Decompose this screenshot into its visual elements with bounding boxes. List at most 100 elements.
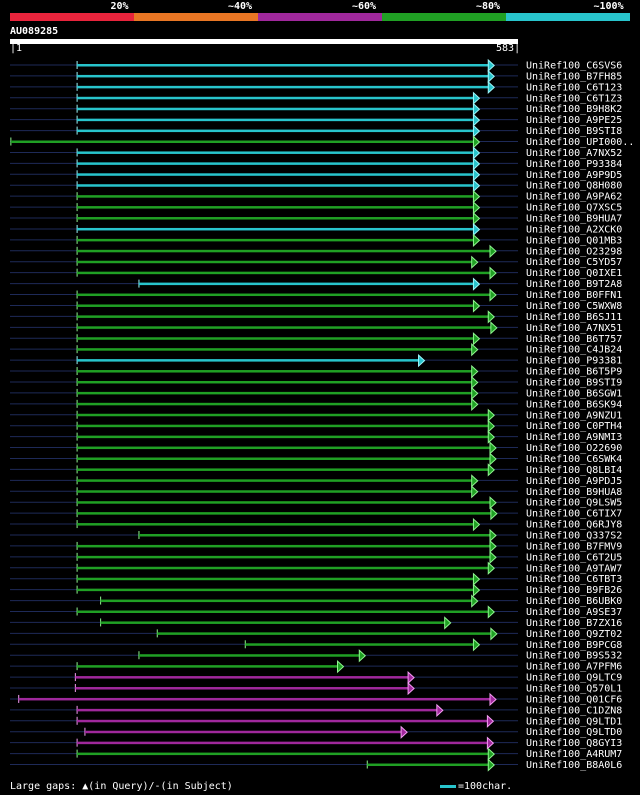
- hit-row[interactable]: UniRef100_C6SWK4: [10, 452, 622, 466]
- hit-label[interactable]: UniRef100_A9PE25: [526, 115, 622, 126]
- hit-bar[interactable]: [77, 708, 438, 712]
- hit-bar[interactable]: [77, 162, 475, 165]
- hit-bar[interactable]: [77, 665, 339, 668]
- hit-bar[interactable]: [77, 184, 475, 187]
- hit-label[interactable]: UniRef100_B9STI8: [526, 126, 622, 137]
- hit-label[interactable]: UniRef100_O23298: [526, 246, 622, 257]
- hit-bar[interactable]: [77, 85, 490, 89]
- hit-row[interactable]: UniRef100_Q8LBI4: [10, 463, 622, 477]
- hit-bar[interactable]: [77, 271, 491, 275]
- hit-label[interactable]: UniRef100_C5WXW8: [526, 301, 622, 312]
- hit-row[interactable]: UniRef100_C6TIX7: [10, 506, 622, 521]
- hit-bar[interactable]: [77, 719, 489, 723]
- hit-label[interactable]: UniRef100_A9P9D5: [526, 170, 622, 181]
- hit-bar[interactable]: [77, 293, 491, 297]
- hit-label[interactable]: UniRef100_B7FMV9: [526, 541, 622, 552]
- hit-bar[interactable]: [77, 249, 491, 253]
- hit-row[interactable]: UniRef100_O23298: [10, 244, 622, 258]
- hit-label[interactable]: UniRef100_Q570L1: [526, 684, 622, 695]
- hit-label[interactable]: UniRef100_Q9LTD1: [526, 716, 622, 727]
- hit-label[interactable]: UniRef100_Q6RJY8: [526, 520, 622, 531]
- hit-bar[interactable]: [77, 468, 490, 471]
- hit-label[interactable]: UniRef100_B7ZX16: [526, 618, 622, 629]
- hit-row[interactable]: UniRef100_P93384: [10, 157, 622, 171]
- hit-label[interactable]: UniRef100_A9PDJ5: [526, 476, 622, 487]
- hit-row[interactable]: UniRef100_C6TBT3: [10, 572, 622, 586]
- hit-bar[interactable]: [77, 64, 490, 67]
- hit-bar[interactable]: [77, 315, 490, 318]
- hit-bar[interactable]: [77, 380, 473, 384]
- hit-bar[interactable]: [77, 118, 475, 122]
- hit-label[interactable]: UniRef100_B9PCG8: [526, 640, 622, 651]
- hit-label[interactable]: UniRef100_A9SE37: [526, 607, 622, 618]
- hit-label[interactable]: UniRef100_P93381: [526, 356, 622, 367]
- hit-row[interactable]: UniRef100_Q0IXE1: [10, 266, 622, 280]
- hit-bar[interactable]: [77, 217, 475, 220]
- hit-label[interactable]: UniRef100_Q7XSC5: [526, 203, 622, 214]
- hit-row[interactable]: UniRef100_A9PDJ5: [10, 474, 622, 488]
- hit-label[interactable]: UniRef100_A2XCK0: [526, 224, 622, 235]
- hit-label[interactable]: UniRef100_C6TBT3: [526, 574, 622, 585]
- hit-label[interactable]: UniRef100_O22690: [526, 443, 622, 454]
- hit-bar[interactable]: [77, 446, 491, 450]
- hit-bar[interactable]: [245, 643, 475, 646]
- hit-label[interactable]: UniRef100_A9NZU1: [526, 410, 622, 421]
- hit-row[interactable]: UniRef100_Q9LTD0: [10, 725, 622, 739]
- hit-bar[interactable]: [77, 206, 475, 209]
- hit-row[interactable]: UniRef100_C6T123: [10, 80, 622, 94]
- hit-label[interactable]: UniRef100_B6SK94: [526, 399, 622, 410]
- hit-row[interactable]: UniRef100_B9S532: [10, 649, 622, 663]
- hit-row[interactable]: UniRef100_C5WXW8: [10, 299, 622, 313]
- hit-row[interactable]: UniRef100_Q9ZT02: [10, 627, 622, 641]
- hit-bar[interactable]: [77, 370, 473, 373]
- hit-label[interactable]: UniRef100_C6TIX7: [526, 509, 622, 520]
- hit-bar[interactable]: [77, 479, 473, 482]
- hit-bar[interactable]: [77, 490, 473, 493]
- hit-row[interactable]: UniRef100_A9TAW7: [10, 561, 622, 575]
- hit-label[interactable]: UniRef100_Q9LTC9: [526, 673, 622, 684]
- hit-row[interactable]: UniRef100_B8A0L6: [10, 758, 622, 772]
- hit-row[interactable]: UniRef100_B9HUA7: [10, 211, 622, 226]
- hit-row[interactable]: UniRef100_O22690: [10, 441, 622, 455]
- hit-label[interactable]: UniRef100_B9H8K2: [526, 104, 622, 115]
- hit-label[interactable]: UniRef100_B9HUA8: [526, 487, 622, 498]
- hit-bar[interactable]: [18, 697, 491, 701]
- hit-row[interactable]: UniRef100_C1DZN8: [10, 703, 622, 718]
- hit-bar[interactable]: [77, 457, 491, 460]
- hit-bar[interactable]: [77, 523, 475, 526]
- hit-row[interactable]: UniRef100_A7NX52: [10, 146, 622, 160]
- hit-row[interactable]: UniRef100_B0FFN1: [10, 288, 622, 302]
- hit-bar[interactable]: [77, 129, 475, 133]
- hit-row[interactable]: UniRef100_B9PCG8: [10, 638, 622, 652]
- hit-bar[interactable]: [77, 512, 492, 515]
- hit-bar[interactable]: [77, 741, 489, 745]
- hit-label[interactable]: UniRef100_B6T5P9: [526, 367, 622, 378]
- hit-row[interactable]: UniRef100_A9P9D5: [10, 168, 622, 182]
- hit-row[interactable]: UniRef100_C4JB24: [10, 343, 622, 357]
- hit-bar[interactable]: [77, 260, 473, 264]
- hit-row[interactable]: UniRef100_B7FMV9: [10, 539, 622, 554]
- hit-label[interactable]: UniRef100_B7FH85: [526, 71, 622, 82]
- hit-label[interactable]: UniRef100_P93384: [526, 159, 622, 170]
- hit-row[interactable]: UniRef100_C6SVS6: [10, 58, 622, 73]
- hit-row[interactable]: UniRef100_UPI000..: [10, 135, 634, 149]
- hit-row[interactable]: UniRef100_Q8H080: [10, 179, 622, 193]
- hit-bar[interactable]: [77, 304, 475, 307]
- hit-row[interactable]: UniRef100_A9NMI3: [10, 430, 622, 444]
- hit-row[interactable]: UniRef100_B9STI8: [10, 124, 622, 138]
- hit-label[interactable]: UniRef100_UPI000..: [526, 137, 634, 148]
- hit-label[interactable]: UniRef100_A7NX52: [526, 148, 622, 159]
- hit-bar[interactable]: [138, 282, 475, 286]
- hit-bar[interactable]: [77, 610, 490, 614]
- hit-label[interactable]: UniRef100_Q9ZT02: [526, 629, 622, 640]
- hit-label[interactable]: UniRef100_C4JB24: [526, 345, 622, 356]
- hit-row[interactable]: UniRef100_P93381: [10, 353, 622, 368]
- hit-row[interactable]: UniRef100_Q9LSW5: [10, 496, 622, 510]
- hit-row[interactable]: UniRef100_B6T757: [10, 332, 622, 346]
- hit-label[interactable]: UniRef100_Q9LSW5: [526, 498, 622, 509]
- hit-bar[interactable]: [84, 730, 403, 734]
- hit-row[interactable]: UniRef100_B9FB26: [10, 583, 622, 597]
- hit-row[interactable]: UniRef100_Q01MB3: [10, 233, 622, 248]
- hit-label[interactable]: UniRef100_C6SVS6: [526, 61, 622, 72]
- hit-bar[interactable]: [77, 74, 490, 78]
